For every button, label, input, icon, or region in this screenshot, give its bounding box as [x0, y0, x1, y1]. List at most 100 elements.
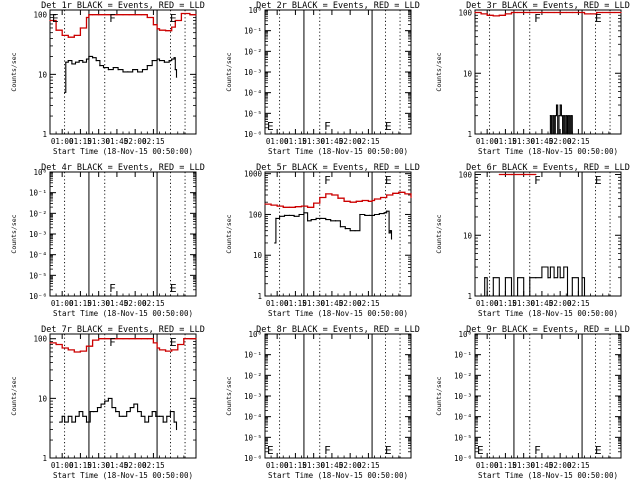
data-point-red	[110, 14, 112, 16]
x-tick-label: 01:00	[476, 299, 499, 308]
data-point-black	[549, 115, 552, 117]
data-point-red	[529, 11, 531, 14]
data-point-black	[59, 421, 61, 423]
y-axis-label: Counts/sec	[225, 52, 233, 91]
marker-label: E	[477, 444, 484, 457]
data-point-red	[367, 200, 370, 202]
y-tick-label: 10⁻⁶	[29, 292, 47, 301]
data-point-black	[492, 277, 494, 279]
data-point-black	[118, 415, 120, 417]
y-tick-label: 10⁻¹	[29, 189, 47, 198]
data-point-black	[174, 69, 176, 71]
data-point-black	[122, 71, 124, 73]
data-point-red	[300, 205, 303, 207]
data-point-black	[298, 213, 300, 216]
y-tick-label: 10⁻⁶	[244, 130, 262, 139]
data-point-black	[523, 295, 525, 297]
data-point-red	[171, 349, 173, 351]
data-point-black	[498, 295, 500, 297]
panel-5: Det 5r BLACK = Events, RED = LLD Counts/s…	[225, 163, 420, 318]
data-point-red	[110, 338, 112, 340]
x-tick-label: 01:45	[106, 137, 129, 146]
y-axis-label: Counts/sec	[435, 214, 443, 253]
data-point-red	[158, 349, 161, 351]
x-tick-label: 01:00	[266, 461, 289, 470]
x-tick-label: 01:45	[531, 461, 554, 470]
data-point-red	[183, 338, 185, 340]
data-point-black	[146, 65, 148, 67]
marker-label: E	[170, 336, 177, 349]
data-point-black	[541, 266, 543, 268]
data-point-red	[535, 173, 537, 176]
marker-label: E	[170, 282, 177, 295]
marker-label: F	[109, 282, 116, 295]
data-point-red	[319, 196, 321, 199]
data-point-black	[115, 410, 117, 413]
data-point-black	[583, 295, 586, 297]
x-tick-label: 01:45	[531, 137, 554, 146]
data-point-red	[55, 29, 57, 31]
x-axis-label: Start Time (18-Nov-15 00:50:00)	[53, 471, 193, 480]
data-point-red	[49, 342, 51, 344]
data-point-red	[164, 350, 167, 352]
x-tick-label: 02:00	[549, 299, 572, 308]
data-point-black	[141, 69, 144, 71]
data-point-black	[369, 214, 371, 216]
data-point-black	[133, 403, 135, 405]
marker-label: F	[324, 120, 331, 133]
data-point-black	[71, 421, 73, 423]
y-axis-label: Counts/sec	[10, 214, 18, 253]
data-point-black	[107, 397, 109, 399]
y-tick-label: 10⁻⁴	[29, 251, 47, 260]
y-tick-label: 10⁻⁴	[244, 89, 262, 98]
y-tick-label: 10⁻⁴	[244, 413, 262, 422]
data-point-red	[492, 15, 494, 17]
x-tick-label: 01:45	[106, 461, 129, 470]
y-tick-label: 10⁻²	[454, 371, 472, 380]
plot-frame	[264, 9, 412, 135]
data-point-red	[620, 11, 622, 14]
data-point-black	[151, 60, 153, 62]
marker-label: E	[385, 444, 392, 457]
y-tick-label: 10⁻²	[244, 371, 262, 380]
data-point-red	[73, 34, 75, 37]
data-point-black	[175, 428, 178, 431]
data-point-red	[373, 198, 376, 200]
marker-label: F	[534, 12, 541, 25]
data-point-black	[383, 212, 385, 214]
plot-frame	[264, 171, 412, 297]
data-point-black	[486, 295, 488, 297]
data-point-red	[276, 205, 278, 207]
data-point-black	[158, 415, 161, 417]
data-point-red	[189, 338, 191, 340]
x-tick-label: 01:30	[87, 299, 110, 308]
data-point-black	[334, 220, 337, 222]
y-tick-label: 10	[463, 231, 473, 240]
data-point-red	[152, 342, 155, 344]
data-point-black	[535, 277, 537, 279]
marker-label: E	[267, 444, 274, 457]
x-tick-label: 01:30	[87, 461, 110, 470]
data-point-black	[566, 133, 569, 135]
y-axis-label: Counts/sec	[435, 52, 443, 91]
marker-label: E	[385, 120, 392, 133]
panel-title: Det 1r BLACK = Events, RED = LLD	[41, 1, 205, 11]
x-tick-label: 02:15	[142, 137, 165, 146]
data-point-red	[355, 200, 357, 202]
x-tick-label: 01:30	[512, 461, 535, 470]
data-point-red	[61, 347, 63, 349]
data-point-black	[93, 410, 95, 413]
data-point-red	[98, 338, 100, 340]
marker-label: E	[267, 120, 274, 133]
data-point-black	[320, 217, 322, 220]
data-point-black	[117, 69, 119, 71]
y-tick-label: 10⁻²	[244, 47, 262, 56]
marker-label: F	[324, 174, 331, 187]
data-point-black	[303, 212, 305, 214]
data-point-black	[137, 410, 139, 413]
data-point-black	[553, 277, 555, 279]
data-point-red	[589, 13, 592, 15]
data-point-black	[551, 133, 553, 135]
data-point-red	[152, 24, 155, 26]
